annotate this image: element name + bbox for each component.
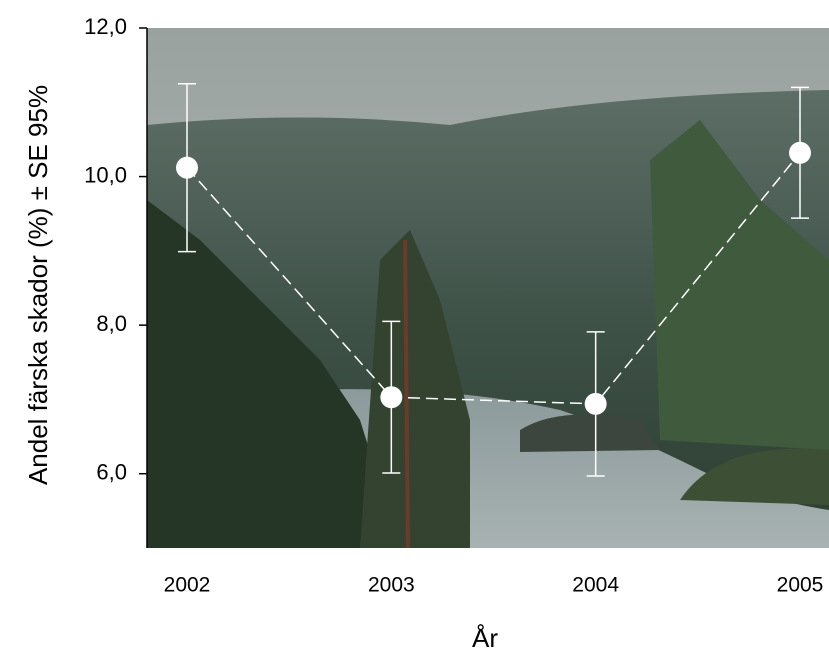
data-point [585, 393, 607, 415]
x-tick-label: 2003 [368, 574, 415, 597]
data-point [789, 142, 811, 164]
x-tick-label: 2004 [572, 574, 619, 597]
data-point [176, 157, 198, 179]
x-tick-label: 2002 [164, 574, 211, 597]
y-tick-label: 8,0 [96, 311, 127, 336]
y-tick-label: 10,0 [84, 162, 127, 187]
chart: År Andel färska skador (%) ± SE 95% 6,0 8… [0, 0, 829, 651]
y-axis-label: Andel färska skador (%) ± SE 95% [23, 85, 53, 485]
background-photo [147, 28, 829, 548]
x-axis-label: År [472, 623, 498, 651]
x-tick-label: 2005 [777, 574, 824, 597]
y-tick-label: 6,0 [96, 460, 127, 485]
y-tick-label: 12,0 [84, 14, 127, 39]
data-point [380, 386, 402, 408]
